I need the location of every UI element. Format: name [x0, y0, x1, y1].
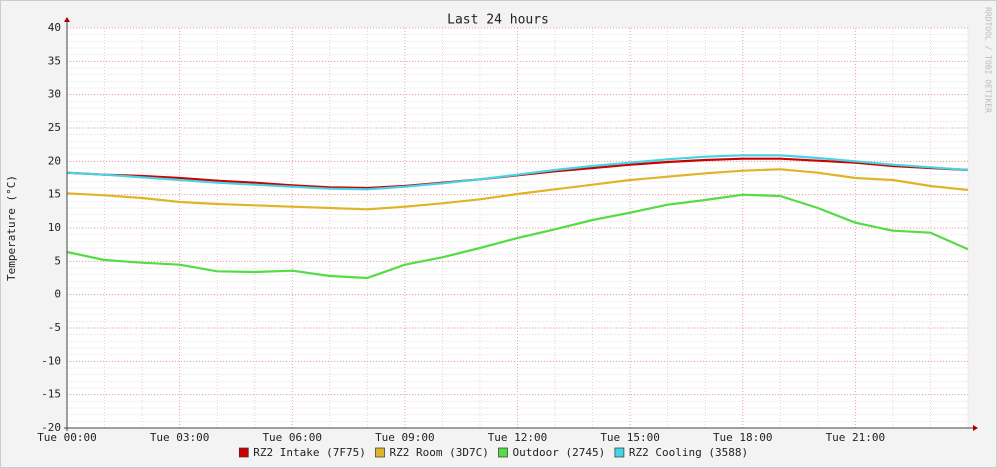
watermark: RRDTOOL / TOBI OETIKER [984, 7, 993, 113]
x-tick-label: Tue 18:00 [713, 431, 773, 444]
y-axis-label: Temperature (°C) [5, 175, 18, 281]
chart-title: Last 24 hours [447, 13, 549, 28]
x-tick-label: Tue 21:00 [826, 431, 886, 444]
legend-swatch [238, 447, 249, 458]
y-tick-label: 0 [54, 288, 61, 301]
x-tick-label: Tue 09:00 [375, 431, 435, 444]
y-tick-label: 35 [48, 54, 61, 67]
series-line [66, 168, 969, 211]
x-tick-label: Tue 12:00 [488, 431, 548, 444]
y-tick-label: 40 [48, 21, 61, 34]
y-tick-label: 30 [48, 88, 61, 101]
y-tick-label: 10 [48, 221, 61, 234]
lines [66, 154, 969, 280]
y-tick-label: 5 [54, 254, 61, 267]
y-tick-label: -20 [41, 421, 61, 434]
y-tick-label: 15 [48, 188, 61, 201]
series-line [66, 154, 969, 191]
x-tick-label: Tue 15:00 [600, 431, 660, 444]
legend: RZ2 Intake (7F75) RZ2 Room (3D7C) Outdoor … [238, 446, 748, 459]
legend-swatch [614, 447, 625, 458]
y-tick-label: -10 [41, 354, 61, 367]
y-arrow [64, 17, 70, 22]
x-tick-label: Tue 06:00 [262, 431, 322, 444]
y-tick-label: -15 [41, 388, 61, 401]
legend-label: RZ2 Intake (7F75) [253, 446, 366, 459]
y-tick-label: -5 [48, 321, 61, 334]
legend-label: Outdoor (2745) [513, 446, 606, 459]
y-tick-label: 20 [48, 154, 61, 167]
y-tick-label: 25 [48, 121, 61, 134]
x-arrow [973, 425, 978, 431]
x-tick-label: Tue 00:00 [37, 431, 97, 444]
series-line [66, 193, 969, 280]
legend-swatch [498, 447, 508, 458]
legend-label: RZ2 Room (3D7C) [390, 446, 489, 459]
x-tick-label: Tue 03:00 [150, 431, 210, 444]
legend-label: RZ2 Cooling (3588) [629, 446, 748, 459]
legend-swatch [375, 447, 385, 458]
